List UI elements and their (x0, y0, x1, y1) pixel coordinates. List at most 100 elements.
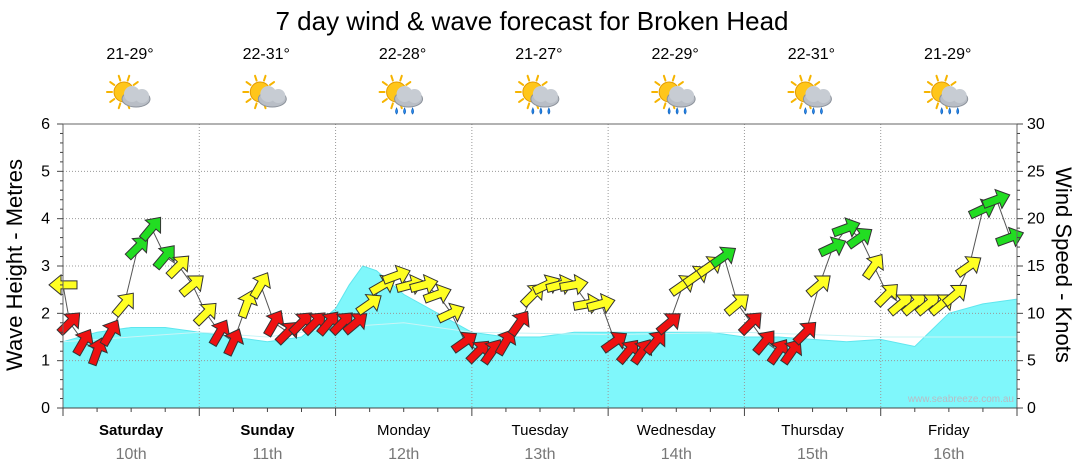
wind-arrow-shape (178, 275, 204, 298)
sun-cloud-rain-icon (514, 74, 560, 115)
wind-arrow (422, 283, 452, 305)
wind-arrow (152, 245, 175, 271)
wind-arrow (355, 293, 382, 316)
wind-arrow-shape (450, 331, 478, 354)
sun-ray (677, 81, 684, 86)
sun-ray (381, 81, 388, 86)
sun-ray (926, 98, 934, 103)
wind-arrow-shape (831, 217, 861, 238)
sun-ray (245, 81, 252, 86)
temperature-label: 21-29° (106, 46, 153, 63)
wind-arrow (494, 328, 517, 357)
daily-temperatures: 21-29° 22-31° 22-28° 21-27° 22-29° 22-31° 21-2… (106, 46, 971, 63)
wind-arrow (600, 331, 628, 354)
day-name-label: Thursday (781, 422, 844, 439)
left-tick-label: 4 (41, 211, 50, 228)
cloud-puff (135, 89, 149, 103)
rain-drop (539, 107, 543, 115)
sun-ray (518, 98, 525, 103)
wind-arrow (586, 292, 616, 315)
wind-arrow (780, 339, 803, 366)
wind-arrow-shape (655, 313, 681, 336)
temperature-label: 21-29° (924, 46, 971, 63)
left-tick-label: 3 (41, 258, 50, 275)
sun-cloud-rain-icon (378, 74, 424, 115)
day-date-label: 11th (252, 446, 282, 463)
sun-cloud-rain-icon (651, 74, 696, 115)
wind-arrow (165, 255, 190, 280)
rain-drop (804, 107, 807, 115)
rain-drop (547, 107, 551, 115)
wind-arrow (263, 309, 285, 338)
wind-arrow-shape (817, 236, 847, 258)
sun-ray (405, 81, 412, 86)
sun-cloud-icon (242, 74, 287, 110)
wind-arrow (341, 313, 368, 336)
wind-arrow (817, 236, 847, 258)
wind-arrow (99, 319, 122, 348)
wind-arrow-shape (152, 245, 175, 271)
sun-ray (541, 81, 548, 86)
wind-arrow-shape (845, 227, 873, 250)
left-tick-label: 1 (41, 353, 50, 370)
right-tick-label: 10 (1027, 305, 1045, 322)
wind-arrow-shape (559, 273, 589, 296)
sun-ray (790, 98, 797, 103)
wind-arrow-shape (995, 226, 1025, 248)
sun-ray (381, 98, 388, 103)
sun-ray (799, 102, 803, 110)
sun-ray (950, 81, 957, 86)
left-axis-label: Wave Height - Metres (2, 159, 27, 371)
sun-ray (254, 102, 258, 110)
sun-ray (390, 102, 394, 110)
plot-area (48, 124, 1025, 409)
wind-arrow-shape (780, 339, 803, 366)
wind-arrow (845, 227, 873, 250)
wind-arrow (861, 253, 884, 281)
sun-ray (654, 81, 661, 86)
wind-arrow-shape (192, 302, 217, 327)
chart-title: 7 day wind & wave forecast for Broken He… (275, 6, 788, 36)
temperature-label: 22-29° (651, 46, 698, 63)
sun-ray (535, 74, 540, 82)
rain-drop (667, 107, 671, 115)
right-tick-label: 0 (1027, 400, 1036, 417)
cloud-puff (680, 89, 695, 103)
wind-arrow-shape (111, 292, 134, 318)
rain-drop (675, 107, 679, 115)
sun-ray (390, 74, 394, 82)
wind-arrow-shape (422, 283, 452, 305)
sun-ray (399, 74, 403, 82)
wind-arrow (995, 226, 1025, 248)
wind-arrow (237, 290, 258, 320)
wind-arrow (752, 330, 775, 356)
sun-cloud-rain-icon (923, 74, 969, 115)
wind-arrow (709, 246, 737, 269)
left-tick-label: 6 (41, 116, 50, 133)
sun-ray (662, 74, 667, 82)
right-tick-label: 30 (1027, 116, 1045, 133)
wind-arrow-shape (941, 284, 968, 308)
wind-arrow-shape (954, 256, 982, 279)
day-name-label: Tuesday (512, 422, 569, 439)
day-date-label: 14th (661, 446, 692, 463)
wind-arrow (192, 302, 217, 327)
sun-ray (935, 74, 940, 82)
sun-ray (944, 74, 948, 82)
wind-arrow-shape (643, 330, 666, 356)
wind-arrow-shape (600, 331, 628, 354)
wind-arrow (111, 292, 134, 318)
rain-drop (403, 107, 406, 115)
wind-arrow-shape (752, 330, 775, 356)
sun-ray (117, 102, 122, 110)
wind-arrow-shape (165, 255, 190, 280)
day-name-label: Friday (928, 422, 970, 439)
x-axis-day-labels: Saturday 10th Sunday 11th Monday 12th Tuesday 1… (99, 422, 970, 463)
sun-ray (109, 81, 116, 86)
cloud-puff (543, 89, 558, 103)
cloud-puff (816, 89, 831, 103)
wind-arrow (792, 321, 817, 346)
sun-ray (254, 74, 258, 82)
temperature-label: 21-27° (515, 46, 562, 63)
wind-arrow (178, 275, 204, 298)
